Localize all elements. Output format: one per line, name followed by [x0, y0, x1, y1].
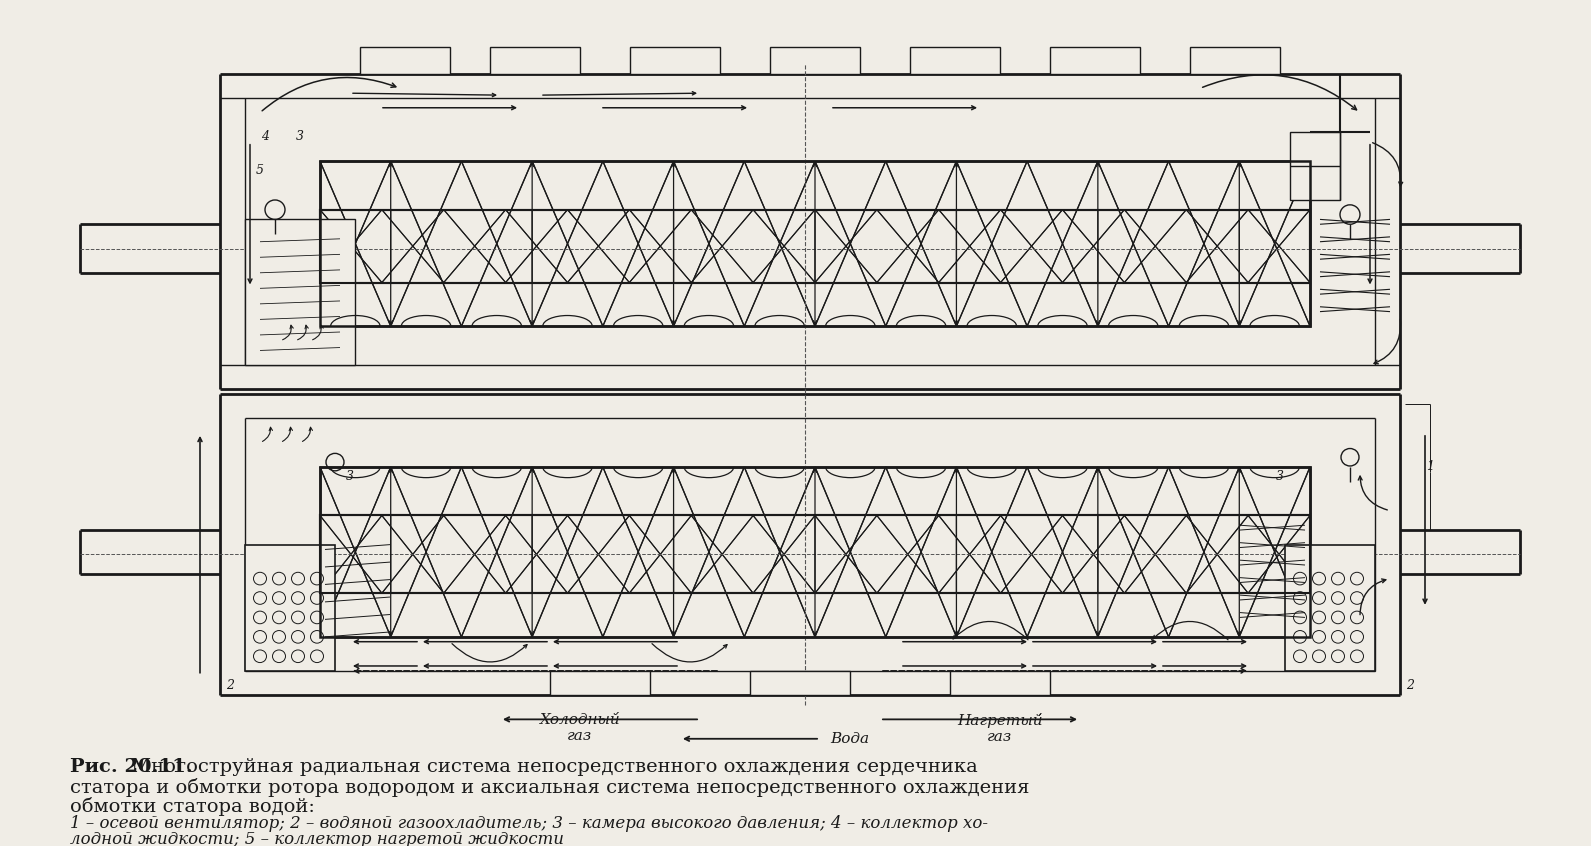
Text: 5: 5 [256, 164, 264, 178]
FancyArrowPatch shape [302, 427, 312, 442]
FancyArrowPatch shape [312, 325, 323, 340]
Text: 3: 3 [1276, 470, 1284, 483]
Bar [550, 671, 651, 695]
Text: Вода: Вода [831, 732, 869, 746]
Bar [360, 47, 450, 74]
Bar [320, 515, 1309, 593]
Text: Холодный́
газ: Холодный́ газ [539, 712, 620, 743]
FancyArrowPatch shape [1203, 74, 1357, 110]
Bar [950, 671, 1050, 695]
Bar [1290, 132, 1340, 200]
Text: Рис. 20.11.: Рис. 20.11. [70, 758, 193, 776]
Bar [320, 515, 1309, 593]
FancyArrowPatch shape [283, 325, 293, 340]
Bar [320, 210, 1309, 283]
Text: обмотки статора водой:: обмотки статора водой: [70, 797, 315, 816]
FancyArrowPatch shape [1360, 579, 1386, 615]
FancyArrowPatch shape [298, 325, 309, 340]
Text: 4: 4 [261, 130, 269, 143]
FancyArrowPatch shape [1375, 319, 1400, 364]
FancyArrowPatch shape [652, 644, 727, 662]
Bar [320, 467, 1309, 637]
Bar [910, 47, 1001, 74]
FancyArrowPatch shape [1359, 476, 1387, 510]
Bar [1190, 47, 1281, 74]
Text: 1: 1 [1426, 460, 1433, 474]
FancyArrowPatch shape [953, 622, 1028, 640]
Text: 1 – осевой вентилятор; 2 – водяной газоохладитель; 3 – камера высокого давления;: 1 – осевой вентилятор; 2 – водяной газоо… [70, 815, 988, 832]
Bar [320, 161, 1309, 327]
FancyArrowPatch shape [1153, 622, 1228, 640]
Text: Нагретый́
газ: Нагретый́ газ [958, 712, 1042, 744]
Text: статора и обмотки ротора водородом и аксиальная система непосредственного охлажд: статора и обмотки ротора водородом и акс… [70, 777, 1029, 797]
Bar [320, 467, 1309, 637]
Text: 3: 3 [296, 130, 304, 143]
FancyArrowPatch shape [263, 78, 396, 111]
FancyArrowPatch shape [452, 644, 527, 662]
Bar [320, 161, 1309, 327]
FancyArrowPatch shape [263, 427, 272, 442]
Bar [245, 219, 355, 365]
Text: лодной жидкости; 5 – коллектор нагретой жидкости: лодной жидкости; 5 – коллектор нагретой … [70, 831, 563, 846]
Bar [320, 210, 1309, 283]
Text: Многоструйная радиальная система непосредственного охлаждения сердечника: Многоструйная радиальная система непосре… [126, 758, 978, 776]
Bar [490, 47, 581, 74]
Bar [770, 47, 861, 74]
Bar [245, 545, 336, 671]
Bar [749, 671, 850, 695]
Text: 3: 3 [345, 470, 355, 483]
Bar [1050, 47, 1141, 74]
FancyArrowPatch shape [1373, 143, 1403, 186]
FancyArrowPatch shape [283, 427, 293, 442]
Bar [1286, 545, 1375, 671]
Text: 2: 2 [1406, 678, 1414, 692]
Text: 2: 2 [226, 678, 234, 692]
Bar [630, 47, 721, 74]
